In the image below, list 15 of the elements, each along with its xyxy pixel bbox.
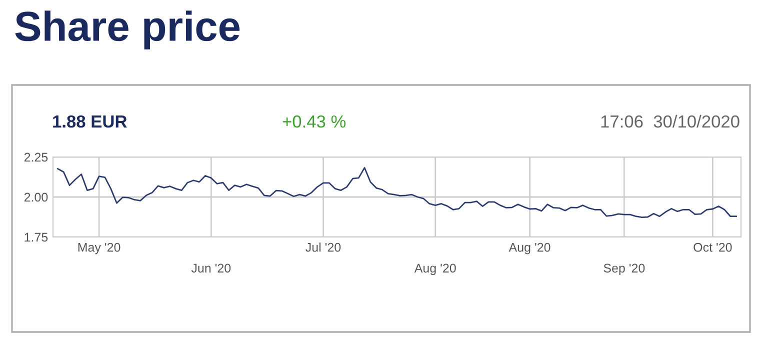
y-tick-label: 1.75 [24,232,48,242]
chart-title: Share price [15,10,240,50]
text: 1.88 EUR [53,115,127,128]
x-tick-label: Sep '20 [604,264,645,276]
y-tick-label: 2.25 [24,152,48,162]
x-tick-label: Jul '20 [306,242,341,252]
text: 17:06 30/10/2020 [601,114,740,128]
line-series [57,167,737,218]
x-tick-label: Aug '20 [508,242,550,254]
x-tick-label: Aug '20 [414,264,456,276]
x-tick-label: Oct '20 [694,242,732,252]
y-tick-label: 2.00 [24,192,48,202]
text: +0.43 % [282,115,346,128]
x-tick-label: May '20 [78,242,120,254]
x-tick-label: Jun '20 [191,264,231,273]
